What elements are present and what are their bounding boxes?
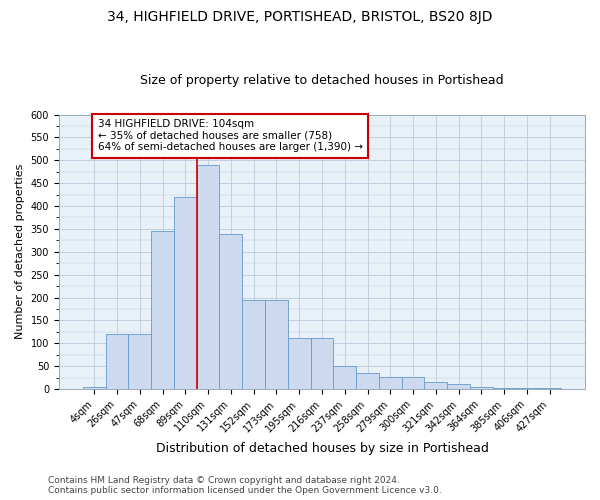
Bar [151,231,174,389]
Bar [311,338,334,389]
Bar [288,338,311,389]
Bar [470,386,493,389]
Bar [424,382,447,389]
Bar [197,165,220,389]
X-axis label: Distribution of detached houses by size in Portishead: Distribution of detached houses by size … [155,442,488,455]
Bar [265,300,288,389]
Bar [106,334,128,389]
Title: Size of property relative to detached houses in Portishead: Size of property relative to detached ho… [140,74,504,87]
Bar [220,234,242,389]
Bar [83,386,106,389]
Bar [174,197,197,389]
Bar [379,377,401,389]
Bar [356,373,379,389]
Bar [538,388,561,389]
Bar [334,366,356,389]
Bar [493,388,515,389]
Bar [401,377,424,389]
Y-axis label: Number of detached properties: Number of detached properties [15,164,25,340]
Bar [242,300,265,389]
Bar [515,388,538,389]
Bar [128,334,151,389]
Bar [447,384,470,389]
Text: 34, HIGHFIELD DRIVE, PORTISHEAD, BRISTOL, BS20 8JD: 34, HIGHFIELD DRIVE, PORTISHEAD, BRISTOL… [107,10,493,24]
Text: Contains HM Land Registry data © Crown copyright and database right 2024.
Contai: Contains HM Land Registry data © Crown c… [48,476,442,495]
Text: 34 HIGHFIELD DRIVE: 104sqm
← 35% of detached houses are smaller (758)
64% of sem: 34 HIGHFIELD DRIVE: 104sqm ← 35% of deta… [98,119,362,152]
